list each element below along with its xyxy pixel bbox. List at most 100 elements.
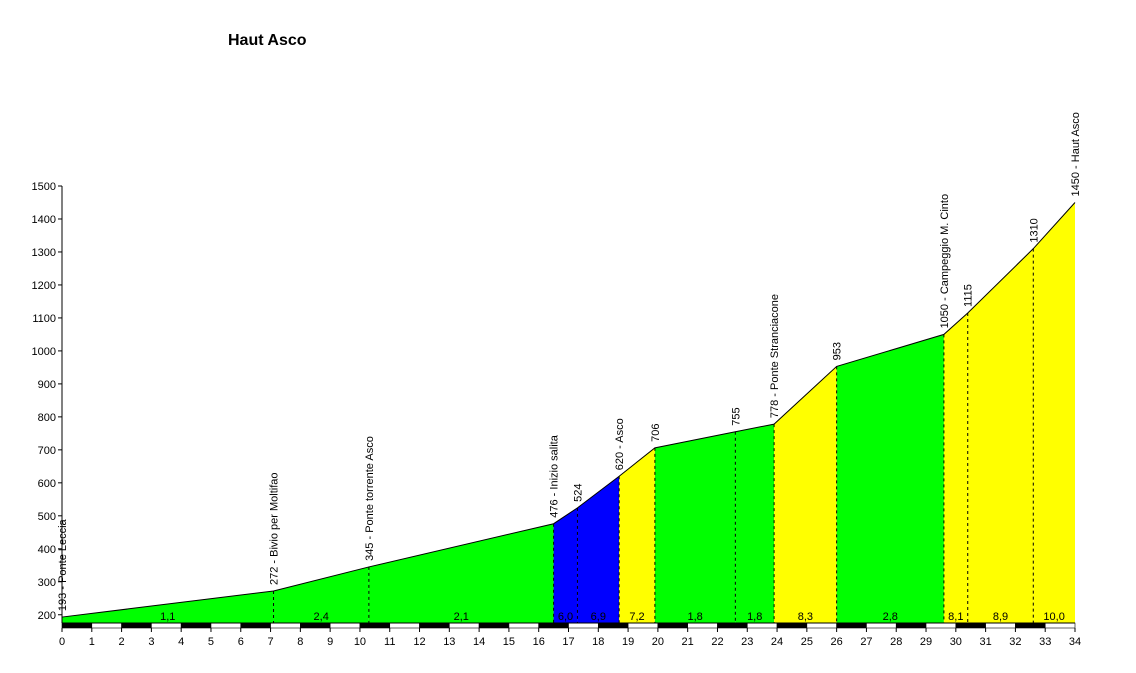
waypoint-label-12: 1310 xyxy=(1028,218,1040,242)
y-tick-label-3: 500 xyxy=(38,511,56,523)
segment-gradient-label-12: 10,0 xyxy=(1043,611,1064,623)
km-bar-6 xyxy=(240,622,271,629)
segment-gradient-label-11: 8,9 xyxy=(993,611,1008,623)
x-tick-label-10: 10 xyxy=(354,636,366,648)
km-bar-23 xyxy=(746,622,778,629)
y-tick-label-12: 1400 xyxy=(32,214,56,226)
segment-fill-0 xyxy=(62,591,274,623)
km-bar-27 xyxy=(866,622,897,629)
km-bar-20 xyxy=(657,622,688,629)
waypoint-label-5: 620 - Asco xyxy=(614,418,626,470)
segment-fill-9 xyxy=(836,334,944,623)
x-tick-label-5: 5 xyxy=(208,636,214,648)
km-bar-0 xyxy=(61,622,93,629)
segment-fill-10 xyxy=(943,312,968,623)
x-tick-label-34: 34 xyxy=(1069,636,1081,648)
x-tick-label-2: 2 xyxy=(119,636,125,648)
km-bar-15 xyxy=(508,622,540,629)
x-tick-label-26: 26 xyxy=(831,636,843,648)
waypoint-label-11: 1115 xyxy=(963,284,975,307)
segment-gradient-label-7: 1,8 xyxy=(747,611,762,623)
x-tick-label-25: 25 xyxy=(801,636,813,648)
waypoint-label-8: 778 - Ponte Stranciacone xyxy=(769,294,781,418)
segment-gradient-label-8: 8,3 xyxy=(798,611,813,623)
y-tick-label-11: 1300 xyxy=(32,247,56,259)
x-tick-label-7: 7 xyxy=(267,636,273,648)
segment-gradient-label-5: 7,2 xyxy=(629,611,644,623)
x-tick-label-12: 12 xyxy=(413,636,425,648)
y-tick-label-8: 1000 xyxy=(32,346,56,358)
x-tick-label-32: 32 xyxy=(1009,636,1021,648)
km-bar-18 xyxy=(597,622,629,629)
km-bar-26 xyxy=(836,622,867,629)
segment-fill-6 xyxy=(654,431,736,623)
km-bar-28 xyxy=(895,622,927,629)
km-bar-5 xyxy=(210,622,242,629)
segment-fill-2 xyxy=(368,523,554,623)
x-tick-label-21: 21 xyxy=(682,636,694,648)
segment-gradient-label-3: 6,0 xyxy=(558,611,573,623)
x-tick-label-27: 27 xyxy=(860,636,872,648)
chart-title: Haut Asco xyxy=(228,32,307,49)
x-tick-label-20: 20 xyxy=(652,636,664,648)
segment-fill-3 xyxy=(553,507,578,623)
segment-gradient-label-10: 8,1 xyxy=(948,611,963,623)
x-tick-label-23: 23 xyxy=(741,636,753,648)
x-tick-label-14: 14 xyxy=(473,636,485,648)
x-tick-label-9: 9 xyxy=(327,636,333,648)
y-tick-label-13: 1500 xyxy=(32,181,56,193)
y-tick-label-1: 300 xyxy=(38,577,56,589)
y-tick-label-4: 600 xyxy=(38,478,56,490)
x-tick-label-13: 13 xyxy=(443,636,455,648)
km-bar-3 xyxy=(151,622,182,629)
waypoint-label-0: 193 - Ponte Leccia xyxy=(57,518,69,611)
km-bar-8 xyxy=(300,622,331,629)
segment-fill-4 xyxy=(577,476,620,623)
x-tick-label-16: 16 xyxy=(533,636,545,648)
x-tick-label-24: 24 xyxy=(771,636,783,648)
x-tick-label-18: 18 xyxy=(592,636,604,648)
x-tick-label-11: 11 xyxy=(384,636,395,648)
x-tick-label-30: 30 xyxy=(950,636,962,648)
km-bar-11 xyxy=(389,622,420,629)
km-bar-19 xyxy=(627,622,659,629)
segment-gradient-label-2: 2,1 xyxy=(454,611,469,623)
waypoint-label-1: 272 - Bivio per Moltifao xyxy=(269,473,281,586)
y-tick-label-2: 400 xyxy=(38,544,56,556)
km-bar-33 xyxy=(1044,622,1076,629)
km-bar-9 xyxy=(329,622,361,629)
km-bar-7 xyxy=(270,622,301,629)
x-tick-label-6: 6 xyxy=(238,636,244,648)
km-bar-24 xyxy=(776,622,808,629)
km-bar-4 xyxy=(180,622,212,629)
x-tick-label-29: 29 xyxy=(920,636,932,648)
segment-fill-8 xyxy=(774,366,837,623)
km-bar-10 xyxy=(359,622,391,629)
y-tick-label-0: 200 xyxy=(38,610,56,622)
y-tick-label-6: 800 xyxy=(38,412,56,424)
x-tick-label-1: 1 xyxy=(89,636,95,648)
km-bar-12 xyxy=(419,622,450,629)
x-tick-label-3: 3 xyxy=(148,636,154,648)
km-bar-31 xyxy=(985,622,1016,629)
km-bar-32 xyxy=(1015,622,1046,629)
km-bar-14 xyxy=(478,622,510,629)
x-tick-label-17: 17 xyxy=(562,636,574,648)
km-bar-13 xyxy=(449,622,480,629)
km-bar-29 xyxy=(925,622,957,629)
km-bar-22 xyxy=(717,622,748,629)
km-bar-16 xyxy=(538,622,569,629)
x-tick-label-22: 22 xyxy=(711,636,723,648)
segment-gradient-label-9: 2,8 xyxy=(883,611,898,623)
segment-gradient-label-1: 2,4 xyxy=(314,611,329,623)
km-bar-25 xyxy=(806,622,837,629)
waypoint-label-7: 755 xyxy=(730,407,742,425)
segment-fill-5 xyxy=(619,447,655,623)
x-tick-label-4: 4 xyxy=(178,636,184,648)
x-tick-label-33: 33 xyxy=(1039,636,1051,648)
y-tick-label-10: 1200 xyxy=(32,280,56,292)
profile-line xyxy=(61,202,1076,618)
km-bar-21 xyxy=(687,622,718,629)
segment-fill-11 xyxy=(967,248,1034,623)
